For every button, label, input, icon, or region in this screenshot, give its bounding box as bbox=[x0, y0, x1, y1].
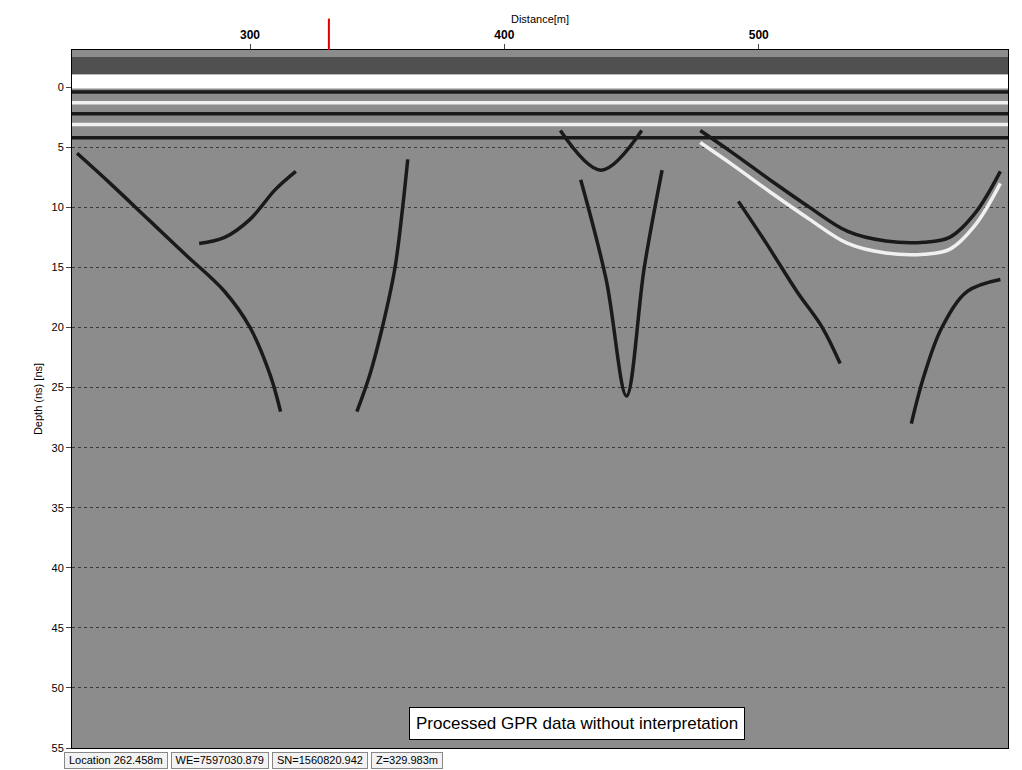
svg-text:30: 30 bbox=[52, 442, 64, 454]
svg-text:300: 300 bbox=[240, 28, 260, 42]
svg-text:Depth (ns) [ns]: Depth (ns) [ns] bbox=[32, 363, 44, 435]
svg-text:15: 15 bbox=[52, 261, 64, 273]
svg-text:500: 500 bbox=[749, 28, 769, 42]
svg-text:50: 50 bbox=[52, 682, 64, 694]
svg-text:10: 10 bbox=[52, 201, 64, 213]
svg-text:Processed GPR data without int: Processed GPR data without interpretatio… bbox=[416, 714, 738, 733]
html-text:WE=7597030.879: WE=7597030.879 bbox=[175, 754, 264, 766]
svg-text:35: 35 bbox=[52, 502, 64, 514]
svg-text:20: 20 bbox=[52, 321, 64, 333]
svg-text:55: 55 bbox=[52, 742, 64, 754]
html-text:SN=1560820.942: SN=1560820.942 bbox=[277, 754, 363, 766]
svg-text:400: 400 bbox=[494, 28, 514, 42]
svg-text:25: 25 bbox=[52, 381, 64, 393]
html-text:Location 262.458m: Location 262.458m bbox=[69, 754, 163, 766]
svg-text:0: 0 bbox=[58, 81, 64, 93]
svg-text:40: 40 bbox=[52, 562, 64, 574]
svg-text:5: 5 bbox=[58, 141, 64, 153]
html-text:Z=329.983m: Z=329.983m bbox=[375, 754, 438, 766]
svg-text:Distance[m]: Distance[m] bbox=[511, 13, 569, 25]
svg-text:45: 45 bbox=[52, 622, 64, 634]
